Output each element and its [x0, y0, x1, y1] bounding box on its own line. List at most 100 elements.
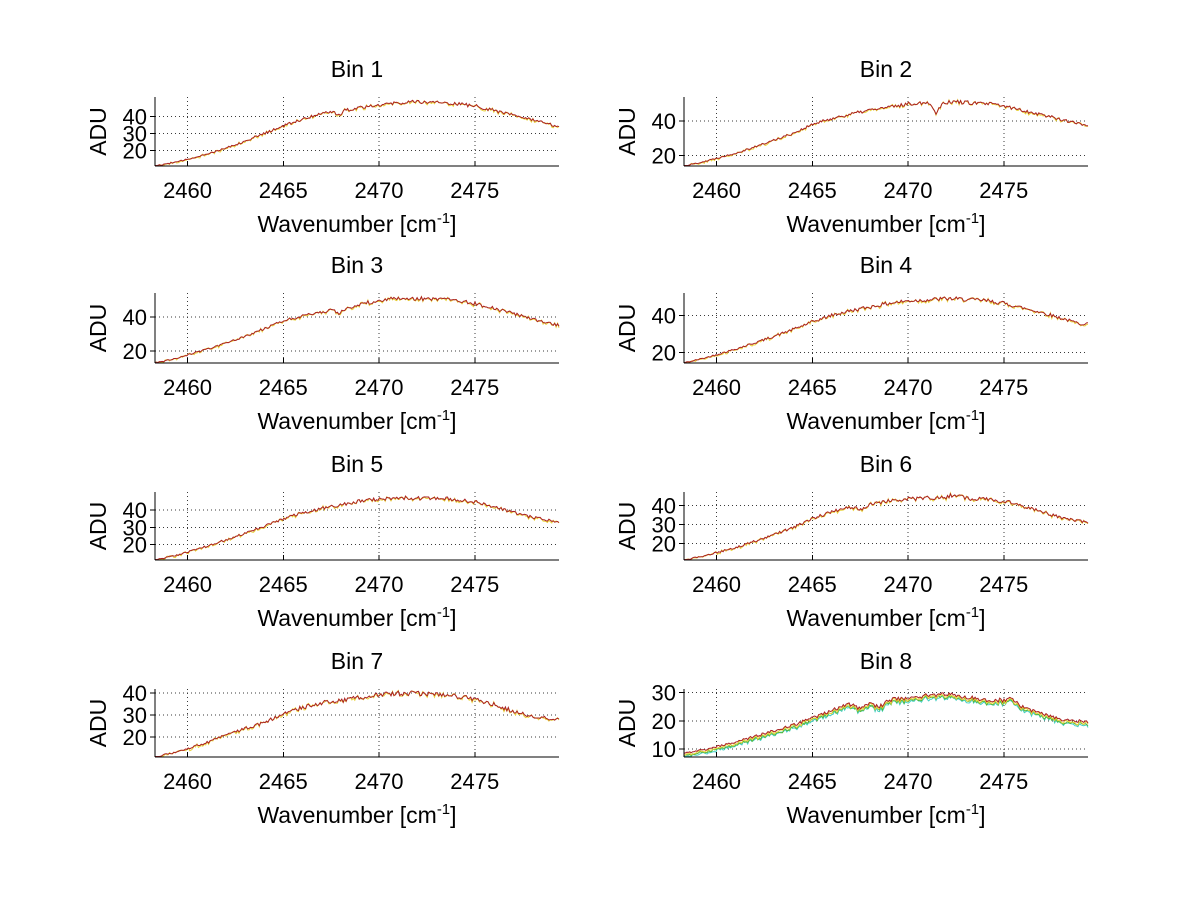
grid-lines — [155, 293, 559, 363]
x-axis-label: Wavenumber [cm-1] — [257, 801, 456, 828]
series-line-dark-red — [684, 296, 1089, 363]
series-line-green — [683, 694, 1089, 757]
x-tick-label: 2470 — [355, 572, 404, 597]
subplot-bin-3: Bin 3 20 40 2460 2465 2470 2475 ADU Wavenumber [… — [85, 252, 560, 434]
axes — [150, 293, 559, 364]
x-axis-label-close: ] — [450, 802, 456, 828]
series-line-yellow — [683, 693, 1089, 756]
x-tick-label: 2460 — [163, 375, 212, 400]
x-tick-label: 2470 — [884, 572, 933, 597]
subplot-bin-2: Bin 2 20 40 2460 2465 2470 2475 ADU Wavenumber [… — [614, 56, 1089, 237]
y-tick-label: 20 — [123, 339, 147, 364]
x-axis-label: Wavenumber [cm-1] — [786, 210, 985, 237]
series-line-dark-red — [684, 99, 1089, 166]
x-axis-label-close: ] — [979, 211, 985, 237]
x-axis-label-main: Wavenumber [cm — [786, 605, 965, 631]
x-axis-label: Wavenumber [cm-1] — [786, 604, 985, 631]
x-axis-label: Wavenumber [cm-1] — [257, 407, 456, 434]
y-tick-label: 30 — [652, 681, 676, 706]
x-axis-label-superscript: -1 — [966, 604, 979, 621]
subplot-title: Bin 6 — [860, 451, 912, 477]
x-axis-label-close: ] — [450, 605, 456, 631]
axes — [150, 689, 559, 758]
x-tick-label: 2475 — [450, 178, 499, 203]
x-axis-label-superscript: -1 — [966, 210, 979, 227]
subplot-title: Bin 5 — [331, 451, 383, 477]
subplot-title: Bin 7 — [331, 648, 383, 674]
x-tick-label: 2470 — [884, 769, 933, 794]
x-tick-label: 2475 — [979, 178, 1028, 203]
x-tick-label: 2465 — [259, 178, 308, 203]
x-tick-label: 2465 — [788, 375, 837, 400]
y-tick-label: 20 — [123, 533, 147, 558]
x-tick-label: 2460 — [692, 375, 741, 400]
y-tick-label: 30 — [652, 513, 676, 538]
x-axis-label-main: Wavenumber [cm — [257, 802, 436, 828]
x-axis-label: Wavenumber [cm-1] — [257, 210, 456, 237]
subplot-title: Bin 8 — [860, 648, 912, 674]
y-axis-label: ADU — [614, 107, 640, 156]
x-axis-label-close: ] — [979, 408, 985, 434]
subplot-title: Bin 4 — [860, 252, 913, 278]
grid-lines — [155, 492, 559, 560]
x-axis-label-main: Wavenumber [cm — [257, 211, 436, 237]
x-tick-label: 2475 — [450, 375, 499, 400]
axes — [679, 492, 1088, 561]
x-tick-label: 2475 — [450, 572, 499, 597]
x-axis-label-close: ] — [979, 802, 985, 828]
grid-lines — [684, 689, 1088, 757]
y-tick-label: 20 — [652, 144, 676, 169]
subplot-bin-4: Bin 4 20 40 2460 2465 2470 2475 ADU Wavenumber [… — [614, 252, 1089, 434]
x-tick-label: 2475 — [450, 769, 499, 794]
grid-lines — [155, 97, 559, 166]
axes — [679, 293, 1088, 364]
axes — [150, 97, 559, 167]
x-tick-label: 2460 — [692, 769, 741, 794]
x-axis-label: Wavenumber [cm-1] — [786, 801, 985, 828]
x-tick-label: 2460 — [163, 178, 212, 203]
y-tick-label: 40 — [652, 109, 676, 134]
y-tick-label: 40 — [652, 493, 676, 518]
y-axis-label: ADU — [85, 502, 111, 551]
y-tick-label: 20 — [123, 139, 147, 164]
series-line-dark-red — [683, 692, 1089, 754]
y-tick-label: 40 — [123, 105, 147, 130]
grid-lines — [684, 293, 1088, 363]
x-axis-label-superscript: -1 — [437, 604, 450, 621]
y-tick-label: 40 — [123, 681, 147, 706]
x-axis-label-superscript: -1 — [966, 407, 979, 424]
x-axis-label-main: Wavenumber [cm — [257, 408, 436, 434]
x-tick-label: 2465 — [788, 769, 837, 794]
subplot-title: Bin 3 — [331, 252, 383, 278]
x-tick-label: 2470 — [355, 178, 404, 203]
grid-lines — [155, 689, 559, 757]
x-tick-label: 2460 — [163, 572, 212, 597]
series-line-dark-red — [684, 492, 1089, 560]
subplot-title: Bin 1 — [331, 56, 383, 82]
x-axis-label-main: Wavenumber [cm — [786, 211, 965, 237]
y-tick-label: 30 — [123, 703, 147, 728]
y-tick-label: 40 — [123, 305, 147, 330]
x-tick-label: 2460 — [163, 769, 212, 794]
y-tick-label: 20 — [652, 532, 676, 557]
axes — [679, 97, 1088, 167]
x-tick-label: 2470 — [355, 375, 404, 400]
x-tick-label: 2470 — [355, 769, 404, 794]
y-axis-label: ADU — [614, 502, 640, 551]
x-axis-label-close: ] — [450, 211, 456, 237]
y-tick-label: 20 — [652, 709, 676, 734]
x-tick-label: 2475 — [979, 572, 1028, 597]
x-tick-label: 2460 — [692, 572, 741, 597]
x-tick-label: 2475 — [979, 375, 1028, 400]
y-tick-label: 20 — [123, 725, 147, 750]
y-tick-label: 30 — [123, 122, 147, 147]
y-axis-label: ADU — [614, 304, 640, 353]
x-axis-label-main: Wavenumber [cm — [257, 605, 436, 631]
